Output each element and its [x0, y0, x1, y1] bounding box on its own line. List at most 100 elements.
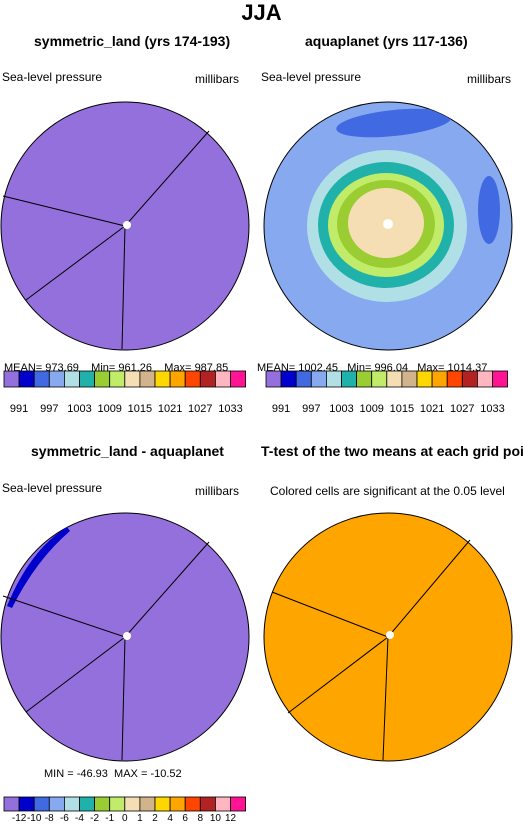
panel3-colorbar-tick-label: 2: [152, 813, 158, 824]
panel1-colorbar-box-10: [154, 370, 171, 388]
panel3-colorbar-box-8: [124, 796, 141, 812]
panel1-colorbar-box-9: [139, 370, 156, 388]
panel3-colorbar-box-5: [79, 796, 96, 812]
panel3-units-label: millibars: [195, 484, 240, 498]
panel2-colorbar-tick-label: 1009: [359, 403, 383, 415]
panel1-coastlines: [2, 130, 210, 350]
panel2-colorbar-box-10: [416, 370, 433, 388]
panel4-title: T-test of the two means at each grid poi…: [261, 443, 523, 459]
panel1-colorbar-box-12: [184, 370, 201, 388]
panel2-colorbar-tick-label: 1015: [390, 403, 414, 415]
panel3-colorbar-tick-label: -2: [90, 813, 99, 824]
panel1-colorbar-box-2: [33, 370, 50, 388]
panel1-pole-marker: [123, 221, 131, 229]
panel2-colorbar-tick-label: 1003: [329, 403, 353, 415]
panel1-colorbar-tick-label: 1009: [97, 403, 121, 415]
panel3-map: [0, 512, 250, 762]
panel1-colorbar-box-6: [94, 370, 111, 388]
panel3-colorbar-tick-label: 1: [137, 813, 143, 824]
panel2-colorbar-tick-label: 991: [272, 403, 290, 415]
panel3-colorbar-tick-label: -10: [27, 813, 42, 824]
panel2-low-patch-top: [336, 108, 452, 138]
panel2-colorbar-box-0: [265, 370, 282, 388]
panel3-min-value: -46.93: [76, 768, 108, 780]
panel2-colorbar-box-1: [280, 370, 297, 388]
panel1-colorbar-tick-label: 1027: [188, 403, 212, 415]
panel4-pole-marker: [386, 631, 394, 639]
panel3-colorbar-box-3: [48, 796, 65, 812]
panel2-units-label: millibars: [467, 72, 512, 86]
panel2-colorbar-box-9: [401, 370, 418, 388]
panel1-colorbar-tick-label: 1033: [218, 403, 242, 415]
panel3-colorbar-box-13: [199, 796, 216, 812]
panel2-colorbar-box-7: [371, 370, 388, 388]
panel2-title: aquaplanet (yrs 117-136): [305, 33, 468, 49]
panel4-note-label: Colored cells are significant at the 0.0…: [270, 484, 505, 498]
panel2-colorbar-box-6: [356, 370, 373, 388]
panel3-colorbar-box-14: [214, 796, 231, 812]
panel4-coastlines: [271, 539, 471, 761]
panel2-colorbar-tick-label: 1033: [480, 403, 504, 415]
panel3-colorbar-box-1: [18, 796, 35, 812]
panel3-colorbar-tick-label: -12: [12, 813, 27, 824]
panel1-colorbar-box-15: [230, 370, 247, 388]
panel2-colorbar-box-2: [295, 370, 312, 388]
panel1-colorbar-tick-label: 1003: [67, 403, 91, 415]
panel2-colorbar-box-11: [431, 370, 448, 388]
panel2-map: [263, 101, 513, 351]
panel3-colorbar-tick-label: 6: [182, 813, 188, 824]
panel2-colorbar-box-13: [461, 370, 478, 388]
panel2-colorbar-box-8: [386, 370, 403, 388]
panel3-max-value: -10.52: [150, 768, 182, 780]
panel3-colorbar-box-12: [184, 796, 201, 812]
panel2-colorbar-box-12: [446, 370, 463, 388]
panel1-colorbar-tick-label: 1021: [158, 403, 182, 415]
panel2-colorbar-box-15: [492, 370, 509, 388]
panel1-colorbar-box-7: [109, 370, 126, 388]
panel1-colorbar-tick-label: 991: [10, 403, 28, 415]
panel1-colorbar-box-1: [18, 370, 35, 388]
panel3-colorbar-tick-label: 10: [210, 813, 222, 824]
panel3-colorbar: -12 -10 -8 -6 -4 -2 -1 0 1 2 4 6 8 10 12: [3, 796, 247, 824]
panel3-colorbar-tick-label: 4: [167, 813, 173, 824]
panel2-colorbar-tick-label: 1027: [450, 403, 474, 415]
panel3-stats: MIN = -46.93 MAX = -10.52: [44, 768, 182, 780]
panel1-map: [0, 101, 250, 351]
panel3-colorbar-box-9: [139, 796, 156, 812]
panel3-coastlines: [2, 541, 210, 761]
panel2-colorbar-tick-label: 997: [302, 403, 320, 415]
panel1-colorbar-box-0: [3, 370, 20, 388]
panel3-colorbar-tick-label: -4: [75, 813, 84, 824]
panel1-colorbar-box-5: [79, 370, 96, 388]
panel3-min-label: MIN =: [44, 768, 74, 780]
panel3-colorbar-tick-label: -6: [60, 813, 69, 824]
panel2-variable-label: Sea-level pressure: [261, 70, 362, 84]
panel2-colorbar-tick-label: 1021: [420, 403, 444, 415]
panel1-colorbar-box-14: [214, 370, 231, 388]
panel1-colorbar-box-8: [124, 370, 141, 388]
panel2-colorbar-box-3: [310, 370, 327, 388]
panel3-variable-label: Sea-level pressure: [2, 481, 103, 495]
panel3-colorbar-box-11: [169, 796, 186, 812]
panel3-pole-marker: [123, 632, 131, 640]
panel1-colorbar-box-13: [199, 370, 216, 388]
panel1-colorbar-box-3: [48, 370, 65, 388]
panel3-max-label: MAX =: [114, 768, 148, 780]
panel3-colorbar-tick-label: 0: [122, 813, 128, 824]
panel3-colorbar-box-6: [94, 796, 111, 812]
panel2-colorbar: 991 997 1003 1009 1015 1021 1027 1033: [265, 370, 509, 415]
panel3-colorbar-box-15: [230, 796, 247, 812]
panel2-colorbar-box-5: [341, 370, 358, 388]
panel3-colorbar-box-4: [64, 796, 80, 812]
panel3-colorbar-tick-label: 12: [225, 813, 237, 824]
panel3-colorbar-box-7: [109, 796, 126, 812]
panel3-colorbar-box-10: [154, 796, 171, 812]
panel2-low-patch-right: [478, 176, 500, 244]
panel1-units-label: millibars: [195, 72, 240, 86]
panel1-colorbar-tick-label: 1015: [128, 403, 152, 415]
panel3-colorbar-tick-label: -1: [105, 813, 114, 824]
figure-title: JJA: [241, 0, 282, 25]
panel1-colorbar: 991 997 1003 1009 1015 1021 1027 1033: [3, 370, 247, 415]
panel3-colorbar-tick-label: -8: [45, 813, 54, 824]
